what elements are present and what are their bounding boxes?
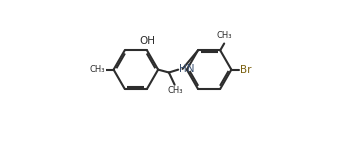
- Text: HN: HN: [179, 64, 195, 74]
- Text: Br: Br: [240, 65, 251, 75]
- Text: CH₃: CH₃: [89, 65, 105, 74]
- Text: CH₃: CH₃: [217, 31, 232, 40]
- Text: CH₃: CH₃: [168, 86, 183, 95]
- Text: OH: OH: [140, 36, 156, 46]
